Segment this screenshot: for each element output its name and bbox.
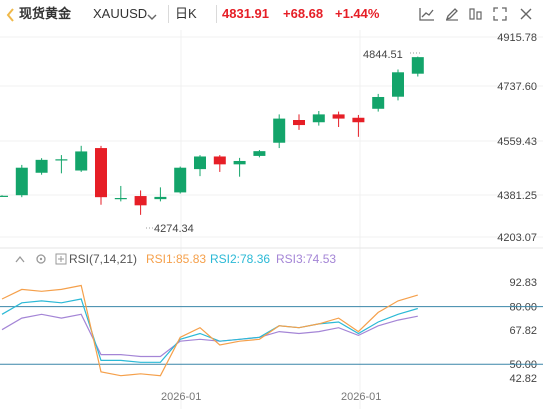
high-annotation: 4844.51 — [363, 49, 420, 61]
candle[interactable] — [174, 166, 187, 194]
high-label: 4844.51 — [363, 49, 403, 61]
rsi1-series — [1, 284, 418, 377]
rsi1-label: RSI1:85.83 — [146, 252, 206, 266]
candle-body — [55, 159, 68, 161]
toolbar-divider — [216, 5, 217, 23]
x-label-2: 2026-01 — [341, 391, 381, 403]
symbol-label[interactable]: XAUUSD — [93, 6, 148, 21]
add-indicator-icon[interactable] — [55, 253, 67, 265]
candle-body — [75, 151, 88, 171]
candle[interactable] — [233, 157, 246, 177]
candle-body — [95, 148, 107, 198]
candle-body — [392, 72, 404, 97]
low-annotation: 4274.34 — [146, 223, 194, 235]
settings-icon[interactable] — [36, 254, 46, 264]
candle[interactable] — [134, 190, 147, 215]
bar-compare-icon[interactable] — [467, 6, 485, 22]
candle[interactable] — [293, 114, 305, 130]
chevron-down-icon[interactable] — [146, 9, 158, 20]
candle[interactable] — [392, 69, 404, 101]
candle-body — [411, 57, 424, 74]
rsi-axis: 92.83 80.00 67.82 50.00 42.82 — [509, 277, 537, 385]
rsi-axis-label: 67.82 — [509, 325, 537, 337]
candlestick-chart[interactable]: 4915.78 4737.60 4559.43 4381.25 4203.07 4844… — [0, 30, 543, 409]
rsi-axis-label: 42.82 — [509, 373, 537, 385]
candle-body — [273, 118, 286, 143]
candle[interactable] — [194, 155, 206, 177]
candle-body — [15, 167, 28, 196]
rsi-axis-label: 50.00 — [509, 359, 537, 371]
x-label-1: 2026-01 — [161, 391, 201, 403]
candle[interactable] — [312, 111, 325, 126]
price-change-percent: +1.44% — [335, 6, 380, 21]
time-axis: 2026-01 2026-01 — [161, 391, 381, 403]
fullscreen-icon[interactable] — [491, 6, 509, 22]
candle-body — [134, 196, 147, 206]
candle[interactable] — [332, 111, 345, 128]
candle-body — [174, 167, 187, 193]
rsi-axis-label: 92.83 — [509, 277, 537, 289]
candle-body — [154, 196, 167, 200]
candle-body — [114, 198, 127, 200]
price-axis-label: 4381.25 — [497, 190, 537, 202]
candle[interactable] — [95, 145, 107, 205]
candle-body — [35, 159, 48, 173]
candle[interactable] — [55, 155, 68, 174]
close-icon[interactable] — [517, 6, 535, 22]
chevron-left-icon[interactable] — [6, 7, 16, 23]
rsi3-label: RSI3:74.53 — [276, 252, 336, 266]
candle-body — [213, 156, 226, 165]
candle-body — [0, 195, 8, 197]
candle[interactable] — [114, 185, 127, 202]
candle-body — [352, 117, 365, 123]
candle[interactable] — [75, 145, 88, 172]
candles-group — [0, 56, 424, 215]
rsi-header: RSI(7,14,21) RSI1:85.83 RSI2:78.36 RSI3:… — [15, 252, 336, 266]
price-axis-label: 4559.43 — [497, 136, 537, 148]
price-axis: 4915.78 4737.60 4559.43 4381.25 4203.07 — [497, 32, 537, 244]
candle[interactable] — [35, 158, 48, 175]
rsi2-series — [1, 298, 418, 363]
pencil-icon[interactable] — [443, 6, 461, 22]
candle-body — [233, 160, 246, 165]
interval-selector[interactable]: 日K — [175, 6, 197, 21]
candle[interactable] — [213, 155, 226, 172]
candle[interactable] — [15, 164, 28, 198]
candle[interactable] — [0, 195, 8, 197]
price-axis-label: 4737.60 — [497, 81, 537, 93]
candle[interactable] — [411, 56, 424, 77]
line-chart-icon[interactable] — [418, 6, 436, 22]
rsi3-series — [1, 313, 418, 358]
last-price: 4831.91 — [222, 6, 269, 21]
candle[interactable] — [253, 150, 266, 158]
candle[interactable] — [154, 187, 167, 202]
candle-body — [312, 114, 325, 123]
candle-body — [194, 156, 206, 170]
candle-body — [332, 114, 345, 119]
candle[interactable] — [372, 93, 385, 112]
price-axis-label: 4915.78 — [497, 32, 537, 44]
candle-body — [253, 151, 266, 156]
collapse-icon[interactable] — [15, 255, 25, 263]
candle-body — [372, 96, 385, 109]
low-label: 4274.34 — [154, 223, 194, 235]
toolbar-divider — [168, 5, 169, 23]
candle[interactable] — [273, 114, 286, 149]
candle-body — [293, 120, 305, 126]
chart-gridlines — [0, 30, 543, 409]
top-toolbar: 现货黄金 XAUUSD 日K 4831.91 +68.68 +1.44% — [0, 0, 543, 30]
instrument-name[interactable]: 现货黄金 — [19, 6, 72, 21]
rsi2-label: RSI2:78.36 — [210, 252, 270, 266]
rsi-axis-label: 80.00 — [509, 302, 537, 314]
rsi-title: RSI(7,14,21) — [69, 252, 137, 266]
candle[interactable] — [352, 114, 365, 137]
price-axis-label: 4203.07 — [497, 232, 537, 244]
price-change: +68.68 — [283, 6, 324, 21]
